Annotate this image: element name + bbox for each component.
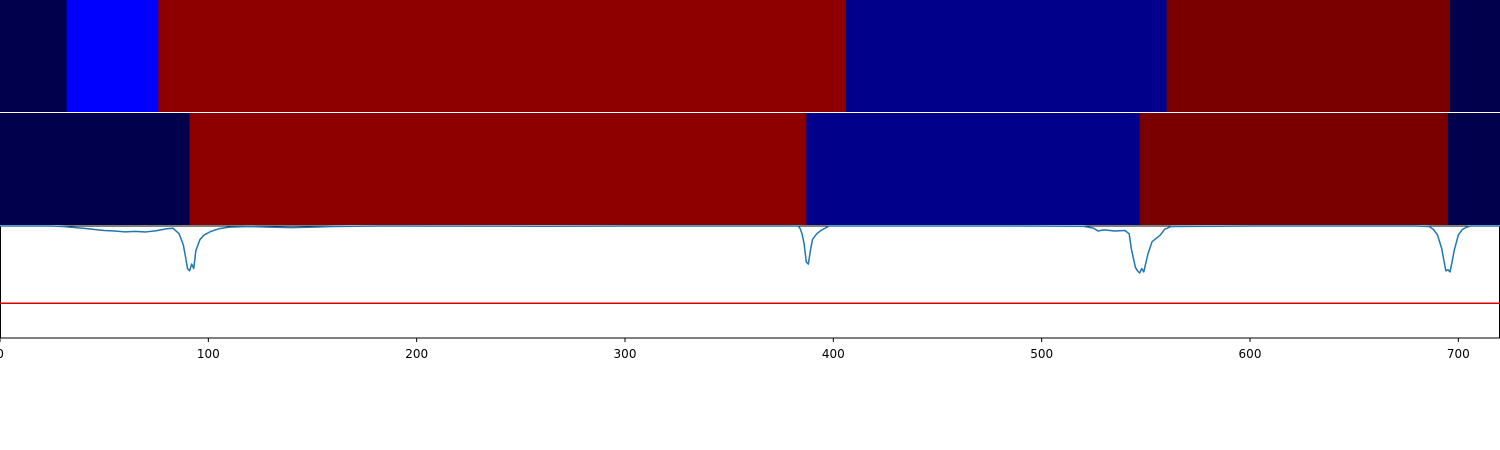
x-tick-label: 0 xyxy=(0,347,4,361)
segment-1-1 xyxy=(0,0,68,112)
segment-1-5 xyxy=(1166,0,1451,112)
segment-2-3 xyxy=(806,113,1141,225)
segment-2-4 xyxy=(1139,113,1449,225)
segment-1-6 xyxy=(1450,0,1500,112)
segment-1-3 xyxy=(158,0,847,112)
segment-2-5 xyxy=(1447,113,1500,225)
segment-row-2 xyxy=(0,113,1500,225)
segment-1-4 xyxy=(845,0,1168,112)
signal-panel xyxy=(0,225,1500,339)
x-tick-label: 300 xyxy=(614,347,637,361)
x-tick-label: 700 xyxy=(1447,347,1470,361)
segment-rows xyxy=(0,0,1500,225)
x-tick-label: 400 xyxy=(822,347,845,361)
segment-row-1 xyxy=(0,0,1500,112)
x-axis: 0 100 200 300 400 500 600 700 xyxy=(0,338,1470,361)
x-tick-label: 500 xyxy=(1030,347,1053,361)
segment-2-1 xyxy=(0,113,191,225)
segment-1-2 xyxy=(66,0,159,112)
signal-line xyxy=(0,225,1500,274)
x-tick-label: 200 xyxy=(405,347,428,361)
signal-axes-frame xyxy=(0,225,1500,339)
segment-2-2 xyxy=(189,113,807,225)
x-tick-label: 600 xyxy=(1239,347,1262,361)
x-tick-label: 100 xyxy=(197,347,220,361)
